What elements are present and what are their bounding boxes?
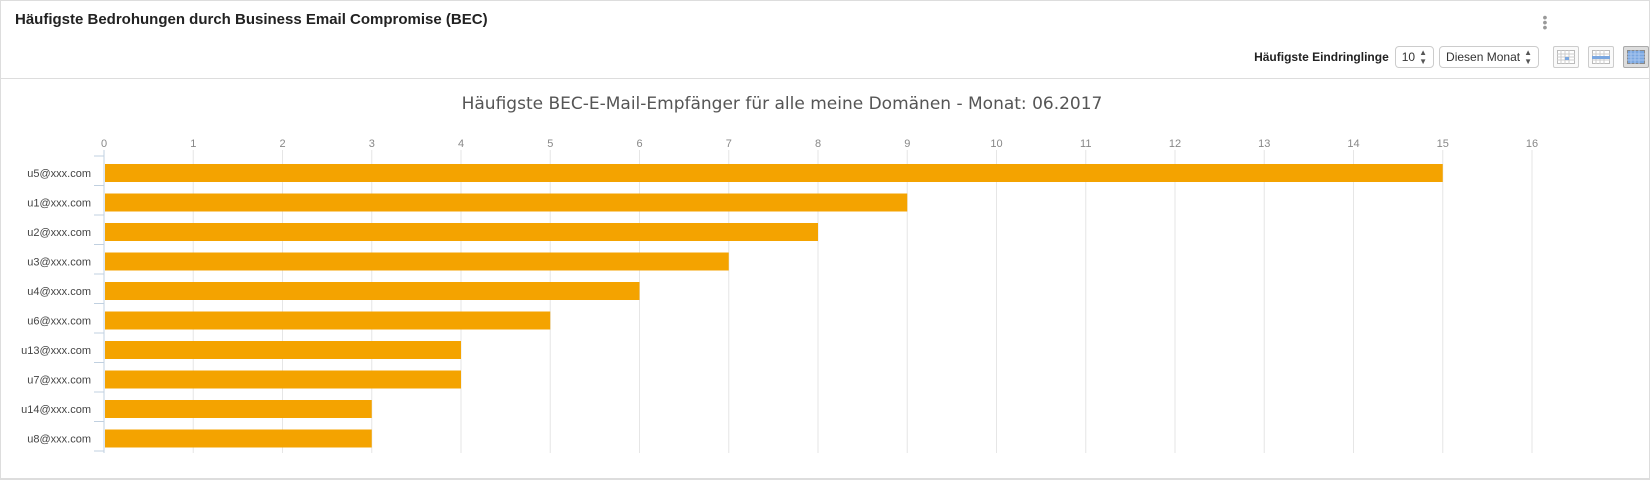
bar [105, 429, 372, 448]
bar [105, 223, 818, 241]
count-value: 10 [1401, 50, 1416, 64]
x-tick-label: 15 [1437, 138, 1449, 150]
calendar-day-icon[interactable] [1553, 46, 1579, 68]
period-value: Diesen Monat [1446, 50, 1521, 64]
x-tick-label: 5 [547, 138, 553, 150]
bar [105, 341, 461, 359]
x-tick-label: 3 [369, 138, 375, 150]
count-select[interactable]: 10 ▲ ▼ [1394, 46, 1435, 68]
bar [105, 193, 908, 212]
x-tick-label: 14 [1347, 138, 1359, 150]
panel-title: Häufigste Bedrohungen durch Business Ema… [15, 11, 488, 28]
bar [105, 164, 1443, 182]
x-tick-label: 16 [1526, 138, 1538, 150]
divider [1, 78, 1649, 79]
bar [105, 252, 729, 271]
x-tick-label: 6 [636, 138, 642, 150]
chart-title: Häufigste BEC-E-Mail-Empfänger für alle … [462, 94, 1103, 114]
x-tick-label: 8 [815, 138, 821, 150]
calendar-week-icon[interactable] [1588, 46, 1614, 68]
y-category-label: u14@xxx.com [21, 404, 91, 416]
bar [105, 282, 640, 300]
x-tick-label: 1 [190, 138, 196, 150]
top-intruders-label: Häufigste Eindringlinge [1254, 50, 1389, 64]
x-tick-label: 10 [990, 138, 1002, 150]
bar [105, 370, 461, 389]
bar [105, 400, 372, 418]
y-category-label: u8@xxx.com [27, 434, 91, 446]
x-tick-label: 2 [279, 138, 285, 150]
x-tick-label: 0 [101, 138, 107, 150]
x-tick-label: 13 [1258, 138, 1270, 150]
x-tick-label: 4 [458, 138, 464, 150]
y-category-label: u7@xxx.com [27, 375, 91, 387]
y-category-label: u1@xxx.com [27, 198, 91, 210]
toolbar: Häufigste Eindringlinge 10 ▲ ▼ Diesen Mona… [1254, 46, 1649, 68]
select-arrows-icon: ▲ ▼ [1524, 48, 1532, 66]
y-category-label: u6@xxx.com [27, 316, 91, 328]
x-tick-label: 12 [1169, 138, 1181, 150]
bar [105, 311, 551, 330]
period-select[interactable]: Diesen Monat ▲ ▼ [1439, 46, 1539, 68]
x-tick-label: 9 [904, 138, 910, 150]
calendar-month-icon[interactable] [1623, 46, 1649, 68]
x-tick-label: 7 [726, 138, 732, 150]
kebab-icon[interactable]: • • • [1542, 9, 1548, 35]
y-category-label: u5@xxx.com [27, 168, 91, 180]
x-tick-label: 11 [1080, 138, 1091, 150]
y-category-label: u4@xxx.com [27, 286, 91, 298]
y-category-label: u13@xxx.com [21, 345, 91, 357]
select-arrows-icon: ▲ ▼ [1419, 48, 1428, 66]
y-category-label: u2@xxx.com [27, 227, 91, 239]
y-category-label: u3@xxx.com [27, 257, 91, 269]
